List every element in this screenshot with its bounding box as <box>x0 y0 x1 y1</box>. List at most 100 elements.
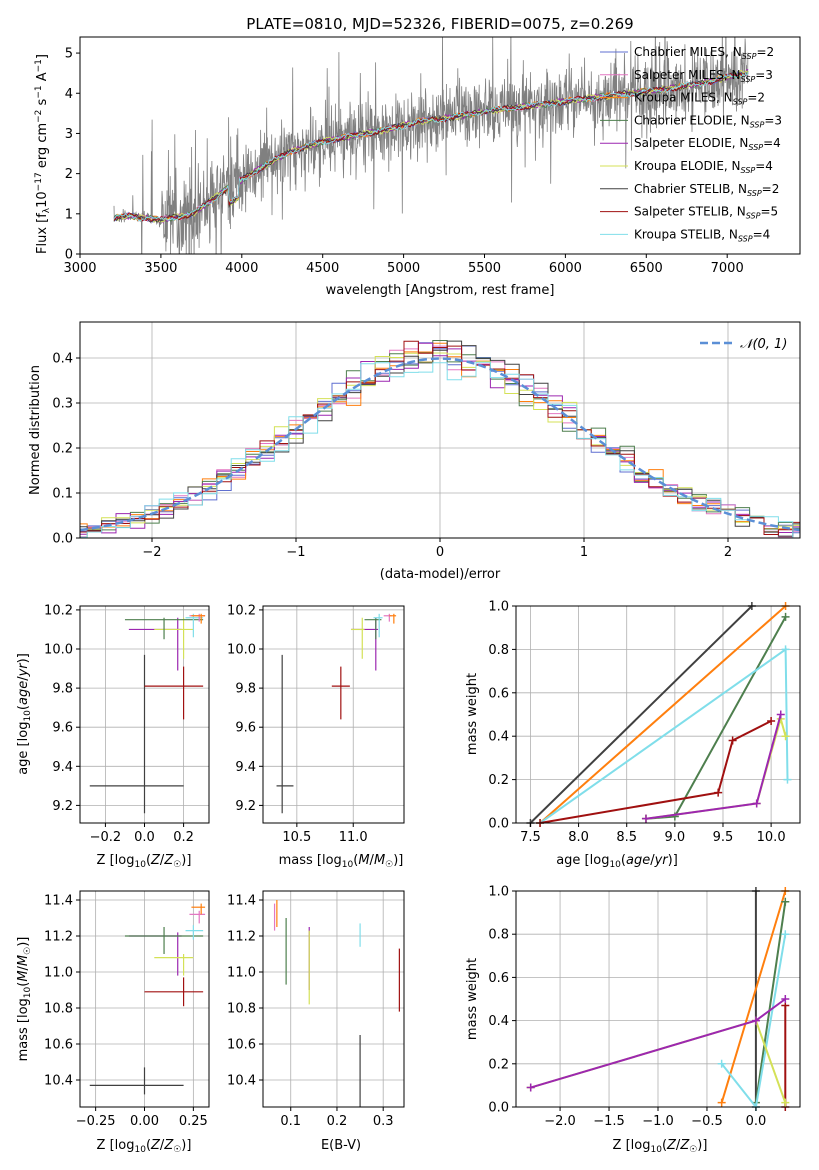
point-marker <box>717 1059 726 1068</box>
x-tick-label: −2.0 <box>544 1114 576 1129</box>
y-tick-label: 0.2 <box>488 773 509 788</box>
x-tick-label: 10.0 <box>757 830 786 845</box>
y-tick-label: 0.0 <box>52 532 73 547</box>
x-tick-label: 8.0 <box>568 830 589 845</box>
y-tick-label: 0.4 <box>488 730 509 745</box>
x-tick-label: 0 <box>436 545 444 560</box>
x-tick-label: −2 <box>142 545 161 560</box>
y-tick-label: 1 <box>65 207 73 222</box>
x-tick-label: −1.5 <box>593 1114 625 1129</box>
mass_vs_ebv-axes <box>263 891 404 1107</box>
x-tick-label: 1 <box>580 545 588 560</box>
x-axis-label: (data-model)/error <box>380 567 501 582</box>
x-tick-label: 9.0 <box>665 830 686 845</box>
point-marker <box>781 612 790 621</box>
mass_vs_ebv-frame <box>262 890 405 1108</box>
y-axis-label: mass weight <box>465 958 480 1040</box>
histogram-step <box>80 361 800 538</box>
point-marker <box>781 1098 790 1107</box>
cumulative-line <box>720 891 787 1103</box>
x-axis-label: E(B-V) <box>321 1138 361 1153</box>
y-tick-label: 0.1 <box>52 487 73 502</box>
y-tick-label: 0 <box>65 248 73 263</box>
legend-label: Salpeter MILES, NSSP=3 <box>634 68 773 84</box>
y-tick-label: 0.0 <box>488 1101 509 1116</box>
legend-label: Kroupa STELIB, NSSP=4 <box>634 227 770 243</box>
y-tick-label: 10.2 <box>227 603 256 618</box>
x-tick-label: 0.00 <box>130 1114 159 1129</box>
y-tick-label: 0.0 <box>488 817 509 832</box>
x-tick-label: −0.5 <box>691 1114 723 1129</box>
point-marker <box>781 995 790 1003</box>
x-axis-label: Z [log10(Z/Z☉)] <box>97 1138 192 1155</box>
legend-label: Chabrier ELODIE, NSSP=3 <box>634 113 782 129</box>
y-axis-label: age [log10(age/yr)] <box>16 653 33 775</box>
x-tick-label: 4000 <box>225 261 258 276</box>
y-tick-label: 10.8 <box>227 1002 256 1017</box>
x-tick-label: 6500 <box>630 261 663 276</box>
y-tick-label: 9.4 <box>52 760 73 775</box>
x-tick-label: 9.5 <box>713 830 734 845</box>
x-tick-label: 4500 <box>306 261 339 276</box>
y-tick-label: 1.0 <box>488 600 509 615</box>
y-tick-label: 10.8 <box>44 1002 73 1017</box>
cumulative-line <box>539 606 787 823</box>
y-tick-label: 9.4 <box>235 760 256 775</box>
x-tick-label: 0.1 <box>280 1114 301 1129</box>
y-tick-label: 0.6 <box>488 971 509 986</box>
x-tick-label: 3000 <box>63 261 96 276</box>
x-tick-label: 0.3 <box>373 1114 394 1129</box>
x-tick-label: −0.25 <box>76 1114 116 1129</box>
point-marker <box>526 1083 535 1092</box>
y-tick-label: 11.2 <box>44 930 73 945</box>
y-tick-label: 0.8 <box>488 643 509 658</box>
cumulative-line <box>720 934 787 1107</box>
cumulative-line <box>645 616 787 820</box>
x-tick-label: 8.5 <box>616 830 637 845</box>
point-marker <box>783 775 792 784</box>
legend-label: Chabrier MILES, NSSP=2 <box>634 45 774 61</box>
histogram-step <box>80 340 800 537</box>
x-axis-label: wavelength [Angstrom, rest frame] <box>326 283 555 298</box>
y-axis-label: mass weight <box>465 673 480 755</box>
y-tick-label: 9.8 <box>235 682 256 697</box>
x-tick-label: −1 <box>286 545 305 560</box>
x-tick-label: −1.0 <box>642 1114 674 1129</box>
legend-label: Chabrier STELIB, NSSP=2 <box>634 182 779 198</box>
y-tick-label: 10.0 <box>44 643 73 658</box>
y-tick-label: 11.2 <box>227 930 256 945</box>
y-tick-label: 10.0 <box>227 643 256 658</box>
point-marker <box>781 732 790 741</box>
y-tick-label: 9.2 <box>235 799 256 814</box>
x-tick-label: 5000 <box>387 261 420 276</box>
x-axis-label: Z [log10(Z/Z☉)] <box>97 853 192 870</box>
y-tick-label: 0.6 <box>488 686 509 701</box>
age_vs_mass-axes <box>263 606 404 823</box>
x-tick-label: 0.0 <box>134 830 155 845</box>
y-tick-label: 3 <box>65 127 73 142</box>
point-marker <box>751 1016 760 1025</box>
x-tick-label: 7000 <box>711 261 744 276</box>
y-tick-label: 0.3 <box>52 397 73 412</box>
y-tick-label: 10.2 <box>44 603 73 618</box>
x-tick-label: −0.2 <box>90 830 122 845</box>
y-tick-label: 0.8 <box>488 928 509 943</box>
x-axis-label: mass [log10(M/M☉)] <box>279 853 404 870</box>
y-tick-label: 0.2 <box>52 442 73 457</box>
y-tick-label: 2 <box>65 167 73 182</box>
y-tick-label: 10.6 <box>227 1038 256 1053</box>
y-tick-label: 1.0 <box>488 885 509 900</box>
point-marker <box>752 799 761 808</box>
chart-title: PLATE=0810, MJD=52326, FIBERID=0075, z=0… <box>246 15 633 33</box>
cumulative-line <box>754 901 787 1103</box>
spectrum-frame <box>79 36 801 255</box>
x-tick-label: 0.2 <box>327 1114 348 1129</box>
model-line <box>113 72 749 221</box>
age_vs_mass-frame <box>262 605 405 824</box>
x-axis-label: Z [log10(Z/Z☉)] <box>613 1138 708 1155</box>
point-marker <box>776 710 785 719</box>
point-marker <box>641 814 650 823</box>
y-tick-label: 0.4 <box>52 352 73 367</box>
x-tick-label: 6000 <box>549 261 582 276</box>
